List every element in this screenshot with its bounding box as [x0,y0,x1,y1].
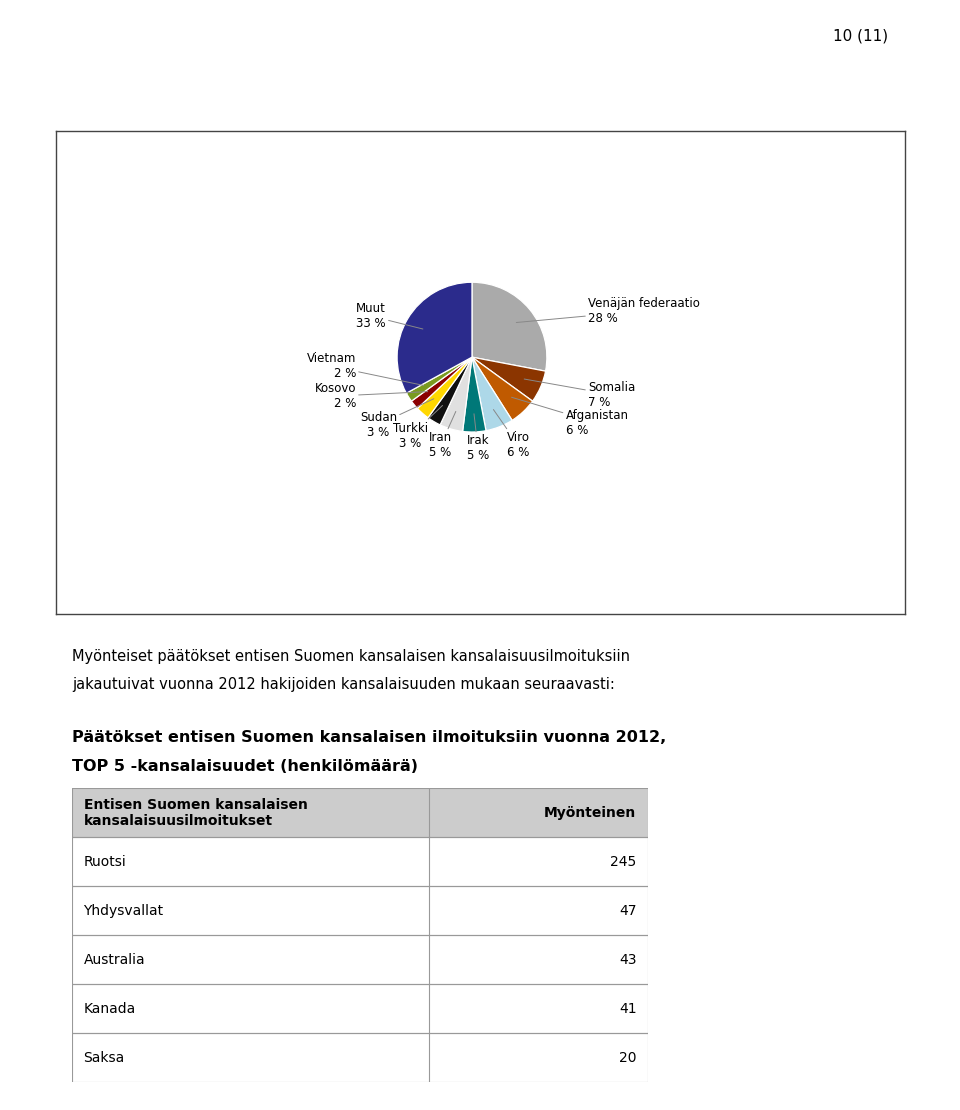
Text: Ruotsi: Ruotsi [84,855,127,869]
Text: Muut
33 %: Muut 33 % [356,302,423,330]
Wedge shape [472,282,547,371]
Text: Päätökset entisen Suomen kansalaisen ilmoituksiin vuonna 2012,: Päätökset entisen Suomen kansalaisen ilm… [72,730,666,746]
Wedge shape [428,357,472,425]
Text: Vietnam
2 %: Vietnam 2 % [306,352,423,385]
Bar [72,788,429,837]
Wedge shape [406,357,472,401]
Text: Kanada: Kanada [84,1001,135,1016]
Wedge shape [440,357,472,432]
Text: Entisen Suomen kansalaisen
kansalaisuusilmoitukset: Entisen Suomen kansalaisen kansalaisuusi… [84,797,307,828]
Text: 47: 47 [619,904,636,918]
Text: Sudan
3 %: Sudan 3 % [360,398,434,438]
Text: 10 (11): 10 (11) [833,29,888,44]
Text: Afganistan
6 %: Afganistan 6 % [512,397,629,437]
Wedge shape [472,357,533,421]
Wedge shape [397,282,472,393]
Text: 20: 20 [619,1051,636,1064]
Text: Yhdysvallat: Yhdysvallat [84,904,163,918]
Text: Australia: Australia [84,952,145,967]
Text: 43: 43 [619,952,636,967]
Text: TOP 5 -kansalaisuudet (henkilömäärä): TOP 5 -kansalaisuudet (henkilömäärä) [72,759,418,775]
Text: Myönteinen: Myönteinen [544,806,636,819]
Text: 245: 245 [611,855,636,869]
Text: Myönteiset päätökset entisen Suomen kansalaisen kansalaisuusilmoituksiin: Myönteiset päätökset entisen Suomen kans… [72,649,630,665]
Text: Saksa: Saksa [84,1051,125,1064]
Text: Irak
5 %: Irak 5 % [467,414,490,463]
Text: 41: 41 [619,1001,636,1016]
Text: jakautuivat vuonna 2012 hakijoiden kansalaisuuden mukaan seuraavasti:: jakautuivat vuonna 2012 hakijoiden kansa… [72,677,614,693]
Wedge shape [472,357,512,431]
Text: Somalia
7 %: Somalia 7 % [524,379,636,408]
Text: Viro
6 %: Viro 6 % [493,410,530,460]
Wedge shape [472,357,545,401]
Wedge shape [418,357,472,417]
Text: Turkki
3 %: Turkki 3 % [393,405,443,450]
Text: Iran
5 %: Iran 5 % [429,412,456,460]
Bar [429,788,648,837]
Text: Kosovo
2 %: Kosovo 2 % [315,382,427,410]
Wedge shape [463,357,486,432]
Wedge shape [412,357,472,408]
Text: Venäjän federaatio
28 %: Venäjän federaatio 28 % [516,296,700,325]
